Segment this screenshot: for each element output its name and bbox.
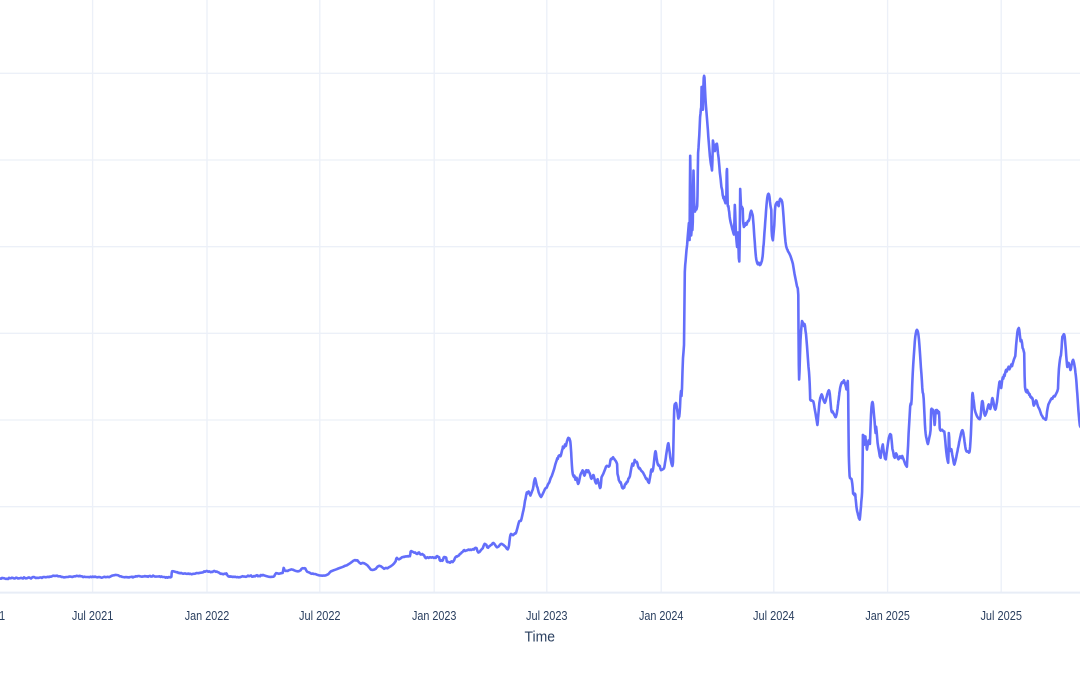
svg-text:Jul 2025: Jul 2025 [980, 608, 1022, 623]
svg-text:Jul 2021: Jul 2021 [72, 608, 114, 623]
svg-text:Jan 2021: Jan 2021 [0, 608, 5, 623]
svg-text:Jul 2024: Jul 2024 [753, 608, 795, 623]
svg-text:Jul 2023: Jul 2023 [526, 608, 568, 623]
svg-text:Jul 2022: Jul 2022 [299, 608, 341, 623]
svg-text:Time: Time [525, 630, 556, 646]
svg-text:Jan 2023: Jan 2023 [412, 608, 457, 623]
svg-text:Jan 2025: Jan 2025 [865, 608, 910, 623]
svg-text:Jan 2022: Jan 2022 [185, 608, 230, 623]
svg-text:Jan 2024: Jan 2024 [639, 608, 684, 623]
